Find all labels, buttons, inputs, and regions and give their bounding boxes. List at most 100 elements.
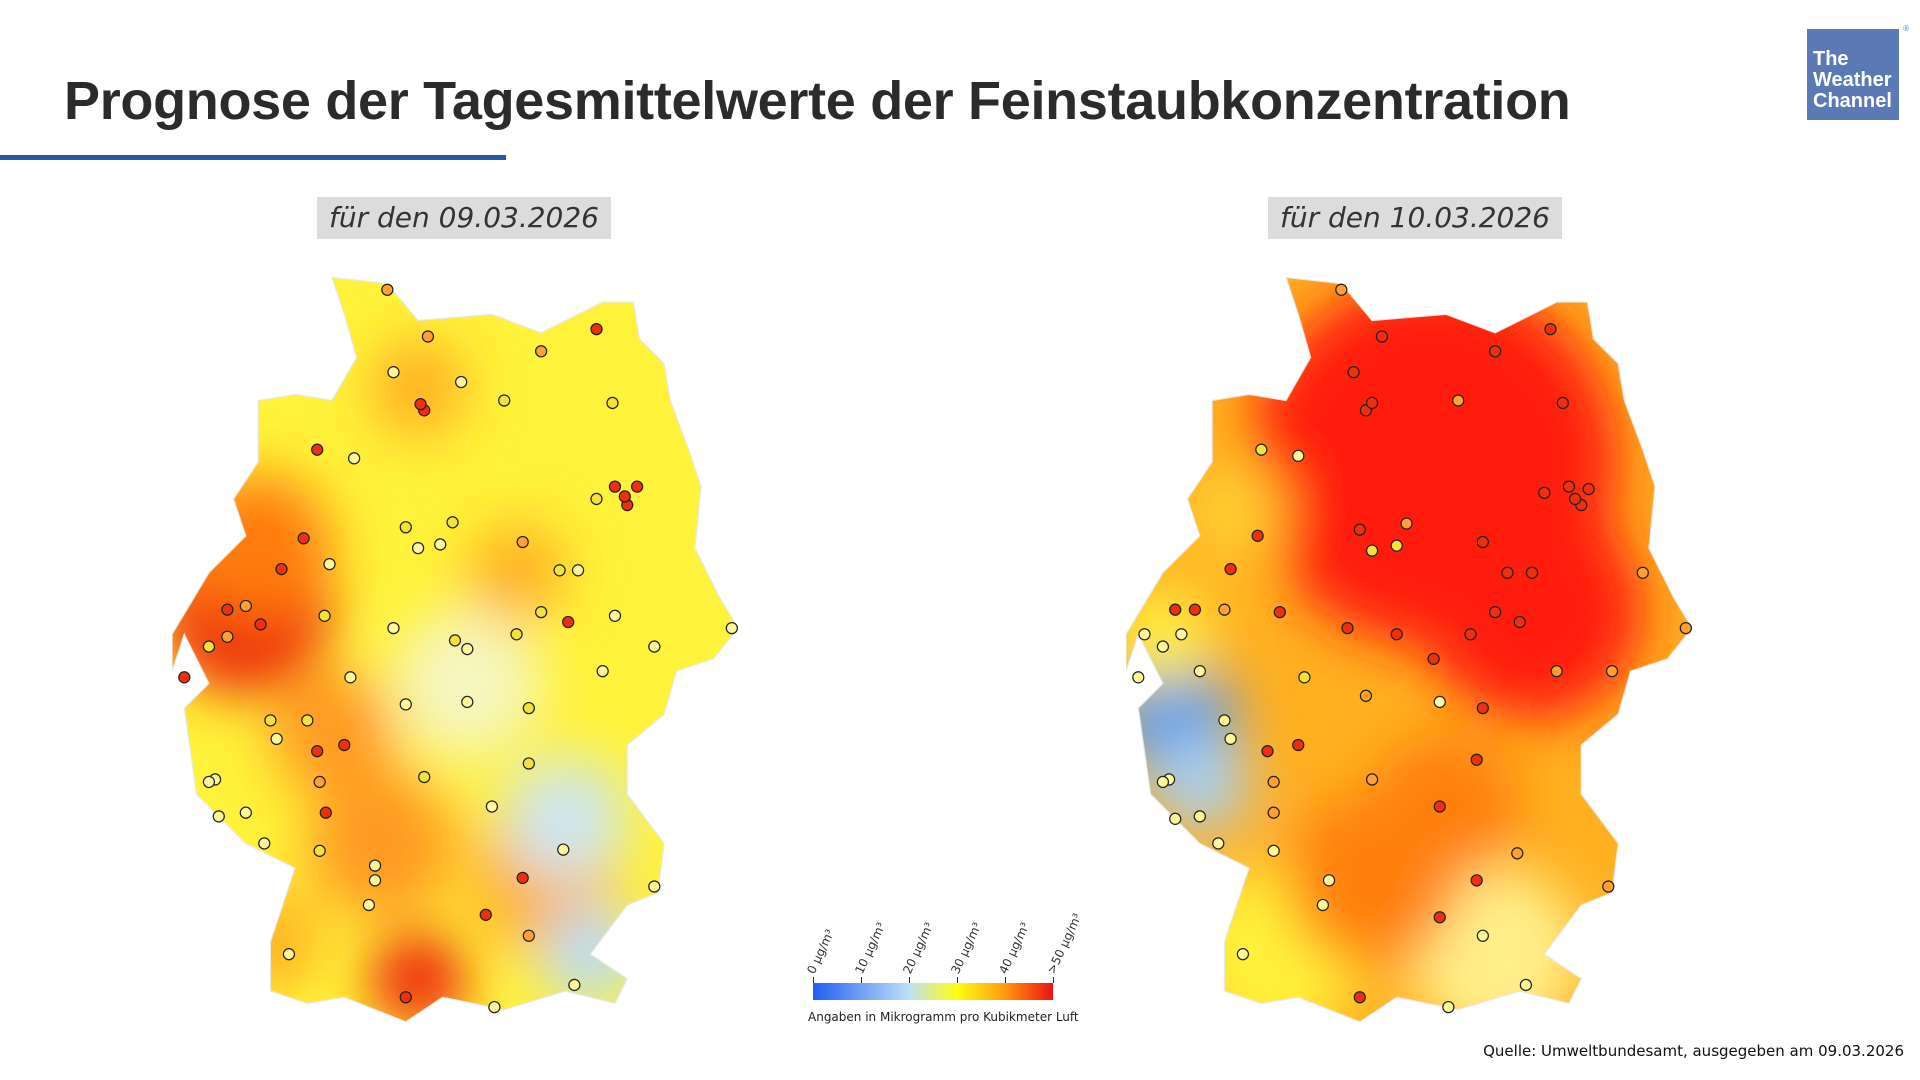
measurement-station-marker <box>434 538 447 551</box>
measurement-station-marker <box>258 837 271 850</box>
measurement-station-marker <box>1390 628 1403 641</box>
concentration-field <box>1126 277 1692 1022</box>
measurement-station-marker <box>338 738 351 752</box>
color-scale-legend: 0 µg/m³ 10 µg/m³ 20 µg/m³ 30 µg/m³ 40 µg/m³ >… <box>804 911 1084 1000</box>
legend-tick <box>813 977 814 983</box>
measurement-station-marker <box>202 640 216 653</box>
legend-tick <box>861 977 862 983</box>
measurement-station-marker <box>1175 628 1188 641</box>
measurement-station-marker <box>311 745 324 758</box>
measurement-station-marker <box>1353 523 1366 536</box>
measurement-station-marker <box>212 810 225 823</box>
measurement-station-marker <box>301 714 314 727</box>
pm-map-day2 <box>1126 276 1692 1022</box>
measurement-station-marker <box>399 991 412 1004</box>
measurement-station-marker <box>323 557 336 571</box>
measurement-station-marker <box>568 978 581 992</box>
measurement-station-marker <box>1679 621 1692 635</box>
measurement-station-marker <box>239 806 252 819</box>
measurement-station-marker <box>1464 628 1477 641</box>
date-label-day2: für den 10.03.2026 <box>1268 197 1562 239</box>
measurement-station-marker <box>399 521 412 534</box>
measurement-station-marker <box>347 452 361 465</box>
measurement-station-marker <box>1169 812 1182 825</box>
measurement-station-marker <box>1390 539 1403 552</box>
color-scale-bar <box>813 983 1053 1000</box>
measurement-station-marker <box>571 564 585 577</box>
legend-tick <box>1053 977 1054 983</box>
measurement-station-marker <box>1267 806 1280 819</box>
measurement-station-marker <box>488 1000 501 1014</box>
measurement-station-marker <box>1582 482 1595 496</box>
measurement-station-marker <box>479 908 492 921</box>
measurement-station-marker <box>1322 874 1336 887</box>
measurement-station-marker <box>618 490 631 503</box>
measurement-station-marker <box>1519 978 1533 992</box>
measurement-station-marker <box>1156 640 1170 653</box>
source-note: Quelle: Umweltbundesamt, ausgegeben am 0… <box>1483 1042 1904 1060</box>
measurement-station-marker <box>510 628 523 641</box>
measurement-station-marker <box>411 541 425 555</box>
measurement-station-marker <box>516 535 529 549</box>
measurement-station-marker <box>648 880 661 893</box>
legend-tick <box>957 977 958 983</box>
measurement-station-marker <box>608 480 622 493</box>
measurement-station-marker <box>264 714 277 727</box>
measurement-station-marker <box>553 564 566 577</box>
measurement-station-marker <box>1375 330 1389 343</box>
measurement-station-marker <box>1433 911 1446 924</box>
measurement-station-marker <box>1365 396 1379 410</box>
measurement-station-marker <box>1365 544 1379 557</box>
measurement-station-marker <box>522 757 535 770</box>
measurement-station-marker <box>1602 880 1615 893</box>
measurement-station-marker <box>455 375 468 389</box>
legend-tick-label: >50 µg/m³ <box>1044 911 1085 976</box>
measurement-station-marker <box>202 775 216 789</box>
measurement-station-marker <box>1400 517 1413 530</box>
measurement-station-marker <box>368 859 382 872</box>
measurement-station-marker <box>461 642 474 656</box>
measurement-station-marker <box>1267 844 1280 857</box>
measurement-station-marker <box>1218 603 1231 616</box>
measurement-station-marker <box>1433 800 1446 813</box>
measurement-station-marker <box>1470 753 1483 766</box>
measurement-station-marker <box>1298 671 1311 684</box>
measurement-station-marker <box>318 609 331 622</box>
measurement-station-marker <box>485 800 499 813</box>
measurement-station-marker <box>368 874 382 887</box>
measurement-station-marker <box>1556 396 1569 410</box>
measurement-station-marker <box>1169 603 1182 616</box>
measurement-station-marker <box>1261 745 1274 758</box>
measurement-station-marker <box>344 671 357 684</box>
measurement-station-marker <box>1267 775 1280 789</box>
date-label-day1: für den 09.03.2026 <box>317 197 611 239</box>
measurement-station-marker <box>1353 991 1366 1004</box>
measurement-station-marker <box>297 532 310 545</box>
measurement-station-marker <box>1562 480 1576 493</box>
measurement-station-marker <box>1544 322 1557 336</box>
measurement-station-marker <box>414 398 427 411</box>
measurement-station-marker <box>1538 486 1551 499</box>
measurement-station-marker <box>1292 738 1305 752</box>
measurement-station-marker <box>1188 603 1202 616</box>
measurement-station-marker <box>319 806 332 819</box>
measurement-station-marker <box>590 492 603 506</box>
measurement-station-marker <box>1433 695 1446 709</box>
measurement-station-marker <box>254 618 267 631</box>
measurement-station-marker <box>381 283 394 296</box>
measurement-station-marker <box>606 396 619 410</box>
measurement-station-marker <box>1292 449 1305 463</box>
measurement-station-marker <box>399 698 412 711</box>
measurement-station-marker <box>1251 529 1264 542</box>
measurement-station-marker <box>725 621 738 635</box>
measurement-station-marker <box>557 843 570 856</box>
measurement-station-marker <box>221 630 234 643</box>
measurement-station-marker <box>418 770 431 784</box>
measurement-station-marker <box>648 640 661 653</box>
measurement-station-marker <box>1255 443 1268 456</box>
measurement-station-marker <box>1470 874 1483 887</box>
measurement-station-marker <box>1488 605 1502 619</box>
legend-tick-label: 40 µg/m³ <box>996 920 1033 976</box>
measurement-station-marker <box>239 599 252 613</box>
measurement-station-marker <box>1193 665 1206 678</box>
